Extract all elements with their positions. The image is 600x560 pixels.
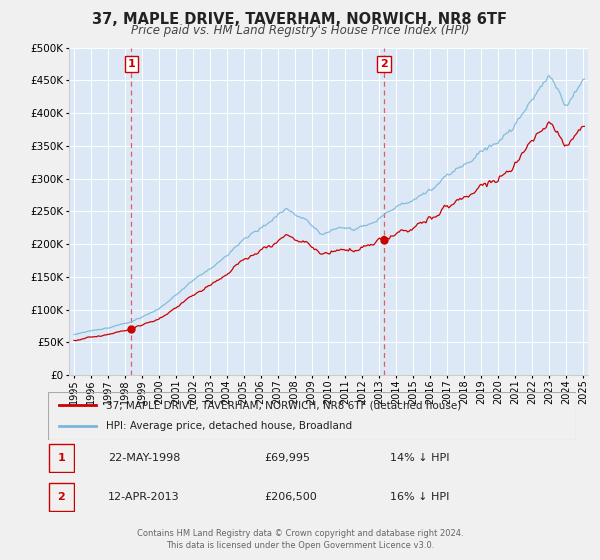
Text: 37, MAPLE DRIVE, TAVERHAM, NORWICH, NR8 6TF: 37, MAPLE DRIVE, TAVERHAM, NORWICH, NR8 … (92, 12, 508, 27)
Text: Price paid vs. HM Land Registry's House Price Index (HPI): Price paid vs. HM Land Registry's House … (131, 24, 469, 36)
Text: HPI: Average price, detached house, Broadland: HPI: Average price, detached house, Broa… (106, 421, 352, 431)
Text: 1: 1 (128, 59, 135, 69)
Text: 12-APR-2013: 12-APR-2013 (108, 492, 179, 502)
Text: 1: 1 (58, 453, 65, 463)
Text: 37, MAPLE DRIVE, TAVERHAM, NORWICH, NR8 6TF (detached house): 37, MAPLE DRIVE, TAVERHAM, NORWICH, NR8 … (106, 400, 461, 410)
Text: 22-MAY-1998: 22-MAY-1998 (108, 453, 181, 463)
Text: Contains HM Land Registry data © Crown copyright and database right 2024.: Contains HM Land Registry data © Crown c… (137, 529, 463, 538)
Text: £69,995: £69,995 (264, 453, 310, 463)
Text: 2: 2 (380, 59, 388, 69)
Text: 2: 2 (58, 492, 65, 502)
Text: This data is licensed under the Open Government Licence v3.0.: This data is licensed under the Open Gov… (166, 541, 434, 550)
Text: £206,500: £206,500 (264, 492, 317, 502)
Text: 14% ↓ HPI: 14% ↓ HPI (390, 453, 449, 463)
Text: 16% ↓ HPI: 16% ↓ HPI (390, 492, 449, 502)
